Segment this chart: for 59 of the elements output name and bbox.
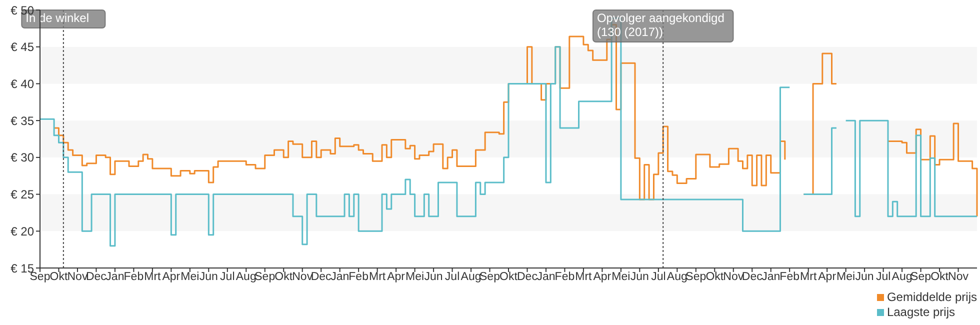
x-tick-label: Feb xyxy=(554,271,575,284)
x-tick-label: Okt xyxy=(706,271,724,284)
x-tick-label: Sep xyxy=(30,271,50,284)
y-tick-label: € 30 xyxy=(10,150,34,165)
x-tick-label: Mei xyxy=(406,271,424,284)
x-tick-label: Jul xyxy=(876,271,891,284)
y-tick-label: € 45 xyxy=(10,40,34,54)
x-tick-label: Jun xyxy=(855,271,874,284)
y-tick-label: € 20 xyxy=(10,224,34,238)
x-tick-label: Mrt xyxy=(144,271,162,284)
x-tick-label: Mei xyxy=(612,271,630,284)
x-tick-label: Mrt xyxy=(575,271,593,284)
x-tick-label: Sep xyxy=(480,271,500,284)
x-tick-label: Feb xyxy=(348,271,368,284)
x-tick-label: Dec xyxy=(310,271,332,284)
x-tick-label: Okt xyxy=(274,271,294,284)
x-tick-label: Nov xyxy=(67,271,88,284)
x-tick-label: Jul xyxy=(444,271,460,284)
text: Opvolger aangekondigd (130 (2017)) xyxy=(596,11,724,39)
x-tick-label: Sep xyxy=(254,271,276,284)
x-tick-label: Dec xyxy=(517,271,538,284)
x-tick-label: Jan xyxy=(536,271,556,284)
x-tick-label: Jun xyxy=(630,271,649,284)
x-tick-label: Apr xyxy=(818,271,836,284)
x-tick-label: Feb xyxy=(780,271,800,284)
x-tick-label: Apr xyxy=(387,271,406,284)
x-tick-label: Jul xyxy=(651,271,666,284)
x-tick-label: Nov xyxy=(292,271,313,284)
x-tick-label: Dec xyxy=(86,271,107,284)
x-tick-label: Apr xyxy=(162,271,180,284)
x-tick-label: Dec xyxy=(742,271,763,284)
y-tick-label: € 40 xyxy=(10,76,34,91)
x-tick-label: Feb xyxy=(124,271,144,284)
y-tick-label: € 35 xyxy=(10,114,34,128)
x-tick-label: Aug xyxy=(666,271,688,284)
x-tick-label: Nov xyxy=(723,271,744,284)
x-tick-label: Jan xyxy=(106,271,124,284)
y-tick-label: € 25 xyxy=(10,188,34,202)
x-tick-label: Aug xyxy=(460,271,482,284)
x-tick-label: Nov xyxy=(948,271,969,284)
x-tick-label: Mei xyxy=(836,271,856,284)
x-tick-label: Mrt xyxy=(800,271,818,284)
x-tick-label: Jan xyxy=(330,271,350,284)
x-tick-label: Okt xyxy=(50,271,68,284)
x-tick-label: Aug xyxy=(236,271,256,284)
x-tick-label: Mrt xyxy=(369,271,386,284)
x-tick-label: Sep xyxy=(686,271,706,284)
x-tick-label: Jun xyxy=(199,271,218,284)
x-tick-label: Jan xyxy=(762,271,780,284)
legend-label: Laagste prijs xyxy=(886,305,955,320)
x-tick-label: Okt xyxy=(500,271,518,284)
x-tick-label: Jun xyxy=(424,271,443,284)
x-tick-label: Mei xyxy=(180,271,200,284)
x-tick-label: Apr xyxy=(593,271,612,284)
x-tick-label: Jul xyxy=(220,271,235,284)
x-tick-label: Aug xyxy=(892,271,912,284)
x-tick-label: Sep xyxy=(910,271,932,284)
legend-label: Gemiddelde prijs xyxy=(886,290,977,305)
x-tick-label: Okt xyxy=(930,271,950,284)
